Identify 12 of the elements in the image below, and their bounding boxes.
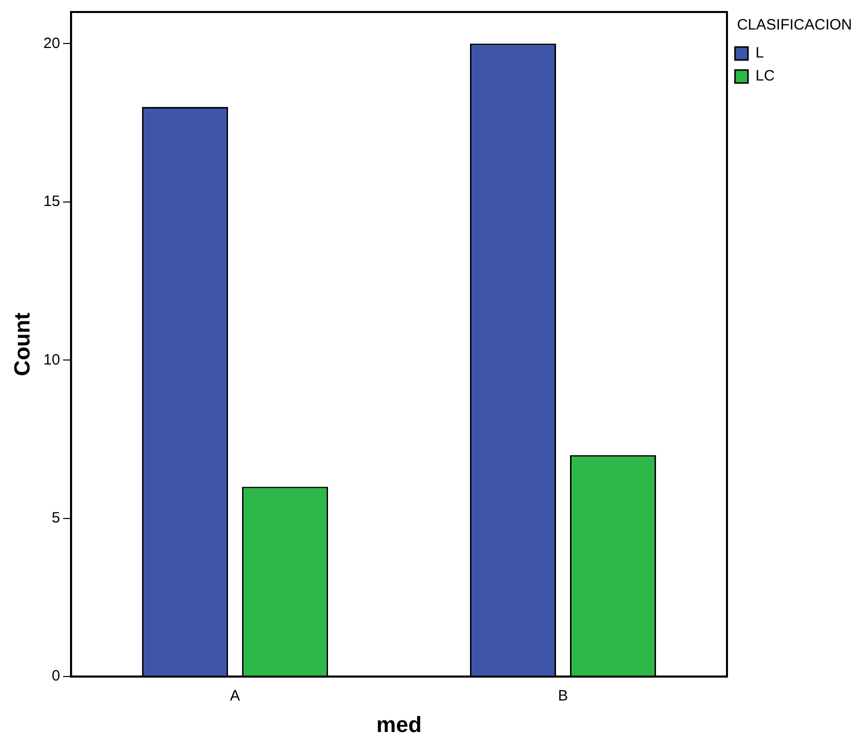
y-tick-label: 20	[43, 34, 60, 52]
y-tick-label: 15	[43, 193, 60, 210]
y-tick-label: 5	[52, 510, 60, 527]
legend-label: L	[755, 44, 764, 62]
x-axis-title: med	[376, 712, 422, 737]
y-tick-label: 10	[43, 351, 60, 368]
legend-title: CLASIFICACION	[736, 16, 852, 34]
y-tick-label: 0	[52, 668, 60, 685]
y-axis-title: Count	[9, 312, 34, 376]
x-tick-label: B	[558, 688, 568, 705]
legend-label: LC	[755, 68, 775, 85]
x-tick-label: A	[230, 688, 240, 705]
